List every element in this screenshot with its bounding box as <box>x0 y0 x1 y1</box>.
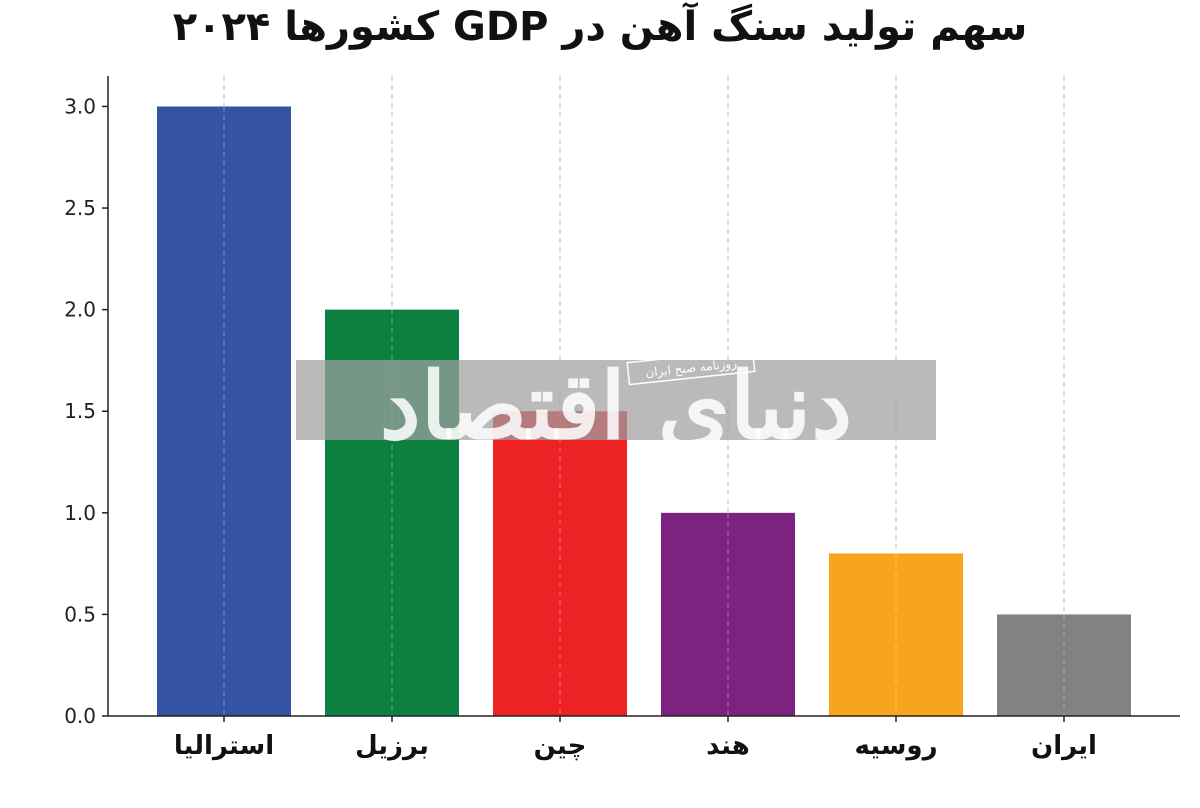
watermark-logo-text: دنیای اقتصاد <box>380 352 853 460</box>
y-tick-labels: 0.0 0.5 1.0 1.5 2.0 2.5 3.0 <box>64 94 96 728</box>
x-tick-label: استرالیا <box>174 731 274 761</box>
y-tick-label: 1.0 <box>64 501 96 525</box>
x-tick-label: روسیه <box>854 731 937 761</box>
y-tick-label: 2.5 <box>64 196 96 220</box>
chart-title: سهم تولید سنگ آهن در GDP کشورها ۲۰۲۴ <box>172 4 1028 50</box>
watermark: دنیای اقتصاد روزنامه صبح ایران <box>296 348 936 460</box>
x-tick-labels: استرالیا برزیل چین هند روسیه ایران <box>174 731 1097 761</box>
watermark-band <box>296 360 936 440</box>
watermark-tagline-box <box>626 348 756 386</box>
bar <box>829 553 963 716</box>
axes <box>102 76 1180 722</box>
y-tick-label: 1.5 <box>64 399 96 423</box>
bar <box>997 614 1131 716</box>
y-tick-label: 3.0 <box>64 94 96 118</box>
x-tick-label: برزیل <box>355 731 429 761</box>
bar <box>661 512 795 716</box>
y-tick-label: 0.5 <box>64 602 96 626</box>
y-tick-label: 2.0 <box>64 298 96 322</box>
x-tick-label: ایران <box>1031 731 1097 761</box>
bar <box>493 411 627 716</box>
y-tick-label: 0.0 <box>64 704 96 728</box>
x-tick-label: هند <box>706 731 750 761</box>
bar <box>157 106 291 716</box>
x-tick-label: چین <box>534 731 587 761</box>
